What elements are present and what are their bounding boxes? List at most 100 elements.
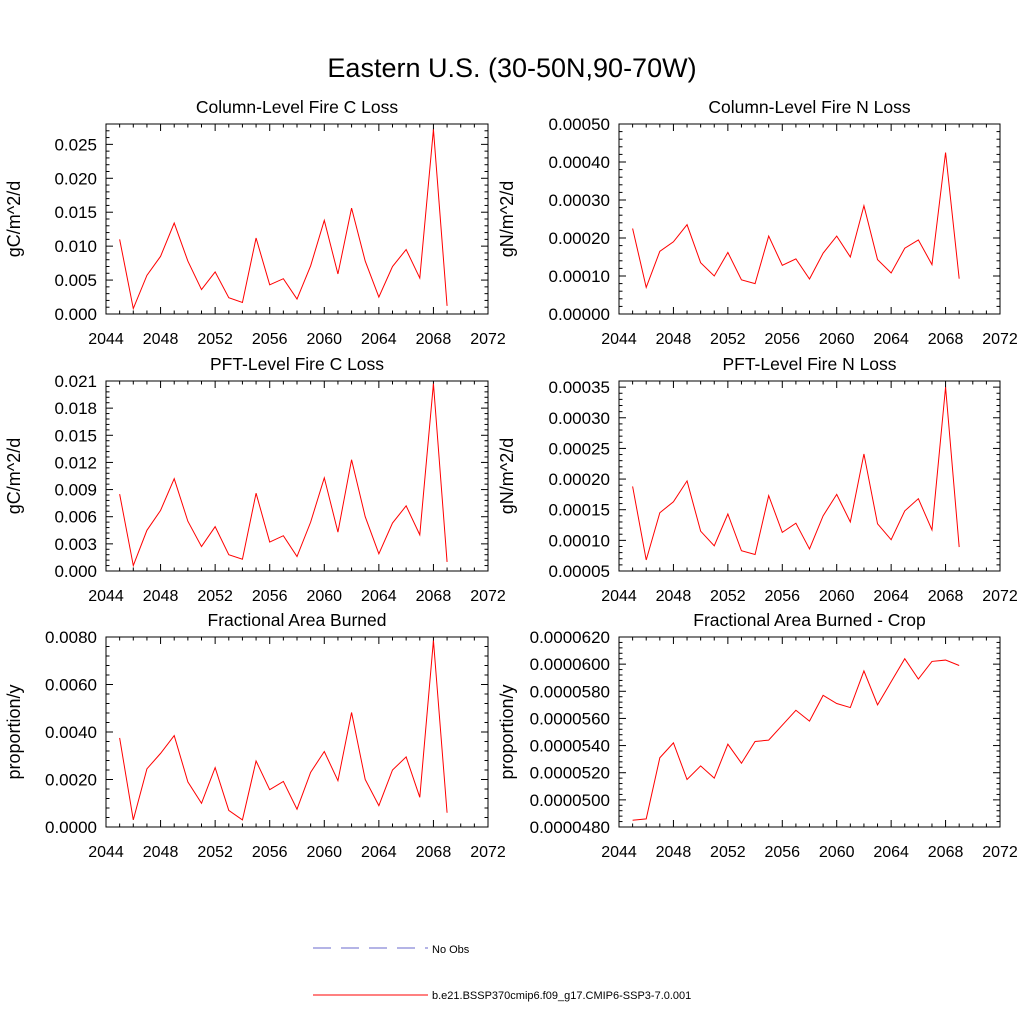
y-tick-label: 0.0000 (45, 818, 97, 837)
panel-1: 2044 2048 2052 2056 2060 2064 2068 2072 0.000 0.0… (4, 97, 506, 348)
y-tick-label: 0.0060 (45, 676, 97, 695)
x-tick-label: 2072 (982, 844, 1018, 861)
series-line (119, 640, 448, 821)
y-axis-label: proportion/y (497, 684, 517, 779)
y-tick-label: 0.018 (54, 399, 97, 418)
y-tick-label: 0.0000560 (530, 709, 610, 728)
y-tick-label: 0.0000520 (530, 764, 610, 783)
x-tick-label: 2064 (361, 331, 397, 348)
y-tick-label: 0.005 (54, 271, 97, 290)
x-tick-label: 2056 (252, 588, 288, 605)
x-tick-label: 2068 (416, 588, 452, 605)
x-tick-label: 2056 (764, 588, 800, 605)
panel-5: 2044 2048 2052 2056 2060 2064 2068 2072 0.0000 0.… (4, 610, 506, 861)
series-line (632, 152, 960, 290)
panel-4: 2044 2048 2052 2056 2060 2064 2068 2072 0.00005 0… (497, 354, 1018, 605)
x-tick-label: 2048 (656, 331, 692, 348)
x-tick-label: 2044 (601, 844, 637, 861)
x-tick-label: 2052 (197, 331, 233, 348)
x-tick-label: 2056 (764, 331, 800, 348)
plot-frame (105, 123, 489, 315)
y-tick-label: 0.0000600 (530, 655, 610, 674)
x-tick-label: 2052 (710, 844, 746, 861)
y-tick-label: 0.015 (54, 426, 97, 445)
x-tick-label: 2060 (306, 844, 342, 861)
y-tick-label: 0.000 (54, 305, 97, 324)
panel-2: 2044 2048 2052 2056 2060 2064 2068 2072 0.00000 0… (497, 97, 1018, 348)
panel-title: Column-Level Fire N Loss (708, 97, 911, 117)
x-tick-label: 2048 (143, 844, 179, 861)
x-tick-label: 2044 (601, 331, 637, 348)
y-tick-label: 0.0080 (45, 628, 97, 647)
x-tick-label: 2072 (470, 588, 506, 605)
y-tick-label: 0.000 (54, 562, 97, 581)
plot-frame (618, 380, 1001, 572)
y-tick-label: 0.00025 (549, 439, 610, 458)
plot-frame (618, 636, 1001, 828)
series-line (632, 657, 960, 821)
x-tick-label: 2064 (361, 588, 397, 605)
x-tick-label: 2060 (819, 588, 855, 605)
x-tick-label: 2044 (88, 331, 124, 348)
x-tick-label: 2044 (601, 588, 637, 605)
y-tick-label: 0.025 (54, 135, 97, 154)
y-tick-label: 0.0000480 (530, 818, 610, 837)
x-tick-label: 2064 (873, 588, 909, 605)
y-tick-label: 0.00035 (549, 378, 610, 397)
y-tick-label: 0.00020 (549, 470, 610, 489)
x-tick-label: 2068 (416, 844, 452, 861)
x-tick-label: 2064 (873, 844, 909, 861)
x-tick-label: 2064 (361, 844, 397, 861)
panel-title: Fractional Area Burned (208, 610, 387, 630)
y-tick-label: 0.0000580 (530, 682, 610, 701)
legend: No Obs b.e21.BSSP370cmip6.f09_g17.CMIP6-… (313, 944, 691, 1002)
x-tick-label: 2048 (143, 588, 179, 605)
y-tick-label: 0.00010 (549, 267, 610, 286)
y-axis-label: gC/m^2/d (4, 181, 24, 257)
y-tick-label: 0.00020 (549, 229, 610, 248)
y-tick-label: 0.00000 (549, 305, 610, 324)
panel-title: PFT-Level Fire C Loss (210, 354, 384, 374)
y-axis-label: gN/m^2/d (497, 438, 517, 514)
x-tick-label: 2060 (306, 588, 342, 605)
x-tick-label: 2072 (470, 331, 506, 348)
x-tick-label: 2052 (710, 588, 746, 605)
y-tick-label: 0.00005 (549, 562, 610, 581)
y-tick-label: 0.012 (54, 453, 97, 472)
x-tick-label: 2072 (982, 588, 1018, 605)
panel-title: Column-Level Fire C Loss (196, 97, 399, 117)
y-tick-label: 0.021 (54, 372, 97, 391)
y-tick-label: 0.00015 (549, 501, 610, 520)
y-tick-label: 0.010 (54, 237, 97, 256)
y-tick-label: 0.00050 (549, 115, 610, 134)
y-tick-label: 0.00040 (549, 153, 610, 172)
panel-title: PFT-Level Fire N Loss (722, 354, 896, 374)
x-tick-label: 2060 (306, 331, 342, 348)
series-line (119, 383, 448, 568)
panel-3: 2044 2048 2052 2056 2060 2064 2068 2072 0.000 0.0… (4, 354, 506, 605)
series-line (632, 387, 960, 561)
y-tick-label: 0.00010 (549, 531, 610, 550)
y-tick-label: 0.0040 (45, 723, 97, 742)
x-tick-label: 2048 (656, 844, 692, 861)
x-tick-label: 2064 (873, 331, 909, 348)
x-tick-label: 2044 (88, 844, 124, 861)
x-tick-label: 2056 (252, 844, 288, 861)
page-title: Eastern U.S. (30-50N,90-70W) (327, 53, 696, 83)
x-tick-label: 2052 (197, 844, 233, 861)
series-line (119, 129, 448, 311)
y-tick-label: 0.015 (54, 203, 97, 222)
x-tick-label: 2048 (143, 331, 179, 348)
y-tick-label: 0.0000620 (530, 628, 610, 647)
x-tick-label: 2060 (819, 844, 855, 861)
x-tick-label: 2068 (416, 331, 452, 348)
y-tick-label: 0.0020 (45, 771, 97, 790)
y-axis-label: gN/m^2/d (497, 181, 517, 257)
x-tick-label: 2044 (88, 588, 124, 605)
x-tick-label: 2052 (710, 331, 746, 348)
x-tick-label: 2072 (982, 331, 1018, 348)
x-tick-label: 2072 (470, 844, 506, 861)
y-axis-label: proportion/y (4, 684, 24, 779)
x-tick-label: 2056 (764, 844, 800, 861)
y-tick-label: 0.003 (54, 535, 97, 554)
